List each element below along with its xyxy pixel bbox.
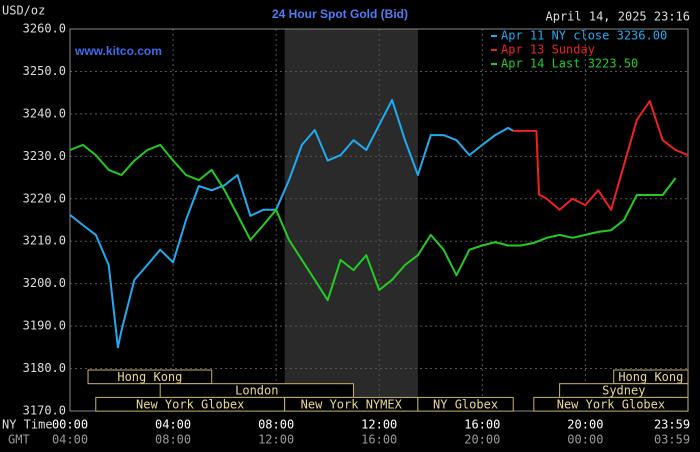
x-tick-label: 20:00 bbox=[567, 418, 603, 432]
y-tick-label: 3210.0 bbox=[23, 234, 66, 248]
x2-tick-label: 20:00 bbox=[464, 433, 500, 447]
y-tick-label: 3230.0 bbox=[23, 149, 66, 163]
legend-label: Apr 14 Last 3223.50 bbox=[501, 57, 638, 71]
x2-tick-label: 03:59 bbox=[654, 433, 690, 447]
shaded-band bbox=[284, 29, 418, 411]
x2-tick-label: 00:00 bbox=[567, 433, 603, 447]
x2-tick-label: 08:00 bbox=[155, 433, 191, 447]
x-tick-label: 16:00 bbox=[464, 418, 500, 432]
legend-label: Apr 13 Sunday bbox=[501, 43, 595, 57]
x2-tick-label: 04:00 bbox=[52, 433, 88, 447]
legend-label: Apr 11 NY close 3236.00 bbox=[501, 29, 667, 43]
chart-title: 24 Hour Spot Gold (Bid) bbox=[272, 7, 408, 21]
x-tick-label: 12:00 bbox=[361, 418, 397, 432]
x2-tick-label: 16:00 bbox=[361, 433, 397, 447]
session-label: London bbox=[235, 384, 278, 398]
y-tick-label: 3260.0 bbox=[23, 22, 66, 36]
y-tick-label: 3190.0 bbox=[23, 319, 66, 333]
session-label: New York NYMEX bbox=[301, 397, 403, 411]
session-label: Hong Kong bbox=[618, 370, 683, 384]
x-axis-label: NY Time bbox=[2, 418, 53, 432]
y-tick-label: 3250.0 bbox=[23, 64, 66, 78]
series-line bbox=[513, 100, 689, 211]
y-tick-label: 3240.0 bbox=[23, 106, 66, 120]
y-tick-label: 3170.0 bbox=[23, 404, 66, 418]
y-axis-label: USD/oz bbox=[2, 4, 45, 18]
x2-axis-label: GMT bbox=[8, 433, 30, 447]
x2-tick-label: 12:00 bbox=[258, 433, 294, 447]
watermark: www.kitco.com bbox=[74, 44, 162, 58]
x-tick-label: 08:00 bbox=[258, 418, 294, 432]
session-bar bbox=[417, 396, 514, 412]
x-tick-label: 04:00 bbox=[155, 418, 191, 432]
session-label: Hong Kong bbox=[117, 370, 182, 384]
y-tick-label: 3180.0 bbox=[23, 361, 66, 375]
timestamp: April 14, 2025 23:16 bbox=[546, 10, 691, 24]
series-line bbox=[69, 98, 514, 349]
y-tick-label: 3220.0 bbox=[23, 191, 66, 205]
session-label: New York Globex bbox=[136, 397, 244, 411]
x-tick-label: 23:59 bbox=[654, 418, 690, 432]
series-line bbox=[69, 143, 677, 302]
session-label: NY Globex bbox=[433, 397, 498, 411]
session-label: Sydney bbox=[602, 384, 645, 398]
session-label: New York Globex bbox=[557, 397, 665, 411]
x-tick-label: 00:00 bbox=[52, 418, 88, 432]
y-tick-label: 3200.0 bbox=[23, 276, 66, 290]
session-bar bbox=[533, 396, 689, 412]
session-bar bbox=[87, 369, 213, 385]
